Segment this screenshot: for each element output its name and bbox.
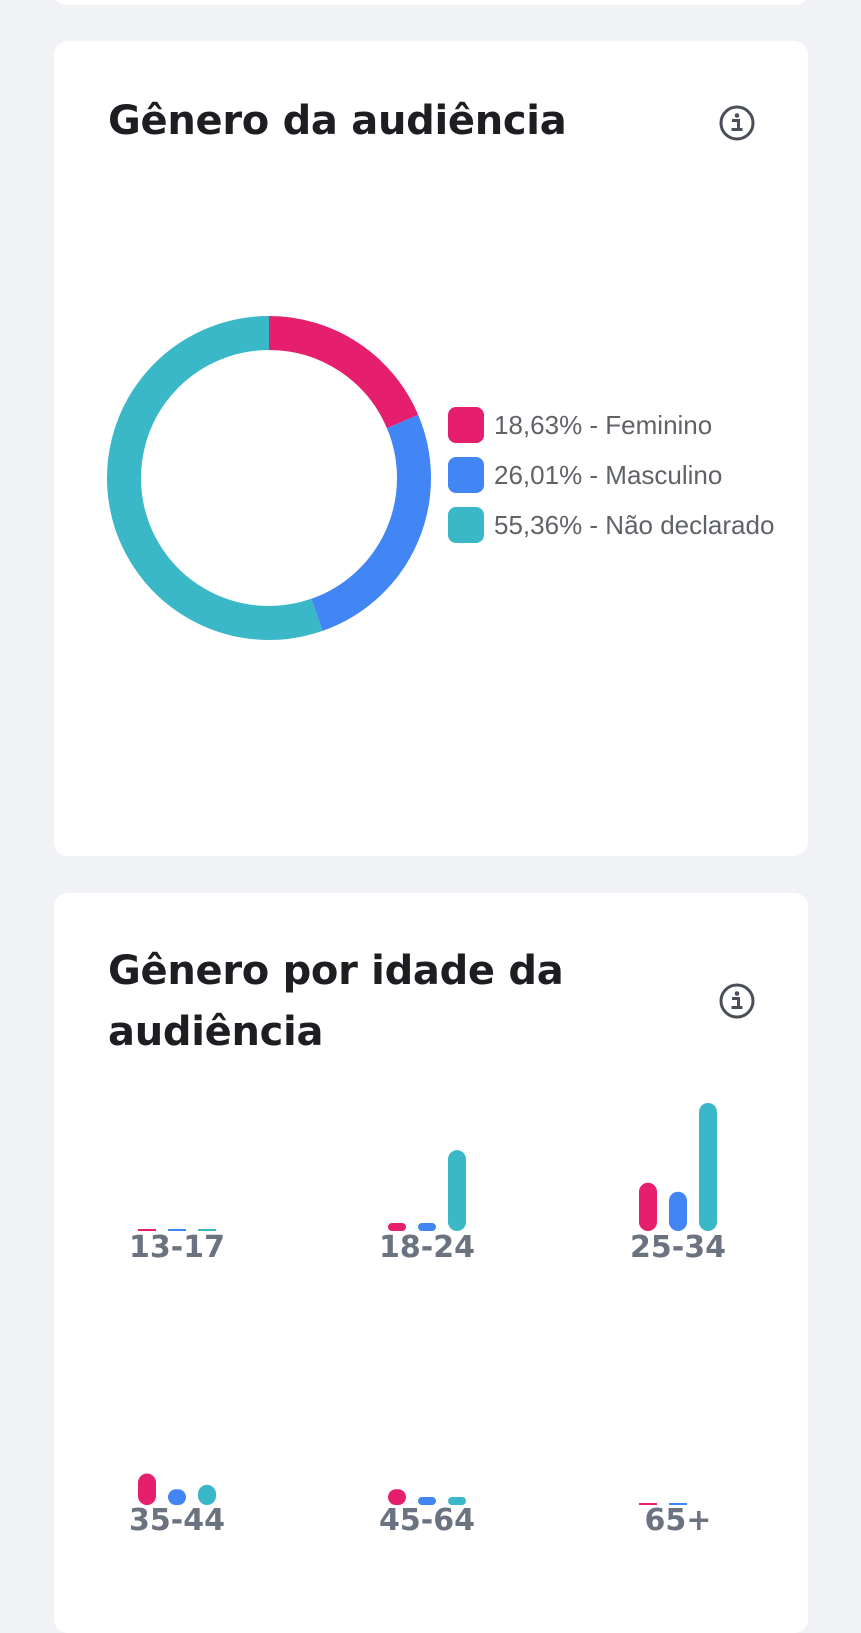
- legend-swatch: [448, 507, 484, 543]
- gender-by-age-card: Gênero por idade da audiência 13-17 18-24…: [54, 893, 808, 1633]
- bar-masculino-35-44: [168, 1489, 186, 1505]
- bar-feminino-25-34: [639, 1182, 657, 1231]
- gender-donut-chart: [107, 316, 431, 640]
- bar-masculino-13-17: [168, 1229, 186, 1231]
- bar-nao_declarado-35-44: [198, 1484, 216, 1505]
- legend-swatch: [448, 457, 484, 493]
- bar-feminino-45-64: [388, 1489, 406, 1505]
- bar-masculino-65+: [669, 1503, 687, 1505]
- age-card-title: Gênero por idade da audiência: [108, 948, 564, 1055]
- info-circle-icon[interactable]: [718, 104, 756, 142]
- donut-slice-0: [268, 316, 419, 429]
- donut-slice-1: [310, 414, 431, 631]
- bar-feminino-18-24: [388, 1223, 406, 1231]
- previous-card: [54, 0, 808, 5]
- bar-feminino-13-17: [138, 1229, 156, 1231]
- bar-nao_declarado-25-34: [699, 1103, 717, 1231]
- donut-slice-2: [107, 316, 323, 640]
- bar-masculino-45-64: [418, 1497, 436, 1505]
- info-circle-icon[interactable]: [718, 982, 756, 1020]
- bar-nao_declarado-45-64: [448, 1497, 466, 1505]
- bar-nao_declarado-18-24: [448, 1150, 466, 1231]
- age-label-65+: 65+: [645, 1503, 712, 1538]
- age-label-18-24: 18-24: [379, 1230, 475, 1265]
- legend-label: 55,36% - Não declarado: [494, 510, 775, 540]
- legend-item-0: 18,63% - Feminino: [448, 407, 808, 443]
- legend-label: 26,01% - Masculino: [494, 460, 723, 490]
- legend-swatch: [448, 407, 484, 443]
- bar-masculino-18-24: [418, 1223, 436, 1231]
- bar-feminino-35-44: [138, 1473, 156, 1505]
- age-label-35-44: 35-44: [129, 1503, 225, 1538]
- gender-card-title: Gênero da audiência: [108, 98, 567, 144]
- gender-legend: 18,63% - Feminino 26,01% - Masculino 55,36…: [448, 407, 808, 557]
- gender-audience-card: Gênero da audiência 18,63% - Feminino 26,…: [54, 41, 808, 856]
- bar-feminino-65+: [639, 1503, 657, 1505]
- legend-item-2: 55,36% - Não declarado: [448, 507, 808, 543]
- age-label-13-17: 13-17: [129, 1230, 225, 1265]
- age-label-45-64: 45-64: [379, 1503, 475, 1538]
- gender-by-age-bar-chart: 13-17 18-24 25-34 35-44 45-64 65+: [129, 1103, 726, 1538]
- legend-label: 18,63% - Feminino: [494, 410, 713, 440]
- legend-item-1: 26,01% - Masculino: [448, 457, 808, 493]
- age-label-25-34: 25-34: [630, 1230, 726, 1265]
- bar-nao_declarado-13-17: [198, 1229, 216, 1231]
- bar-masculino-25-34: [669, 1191, 687, 1231]
